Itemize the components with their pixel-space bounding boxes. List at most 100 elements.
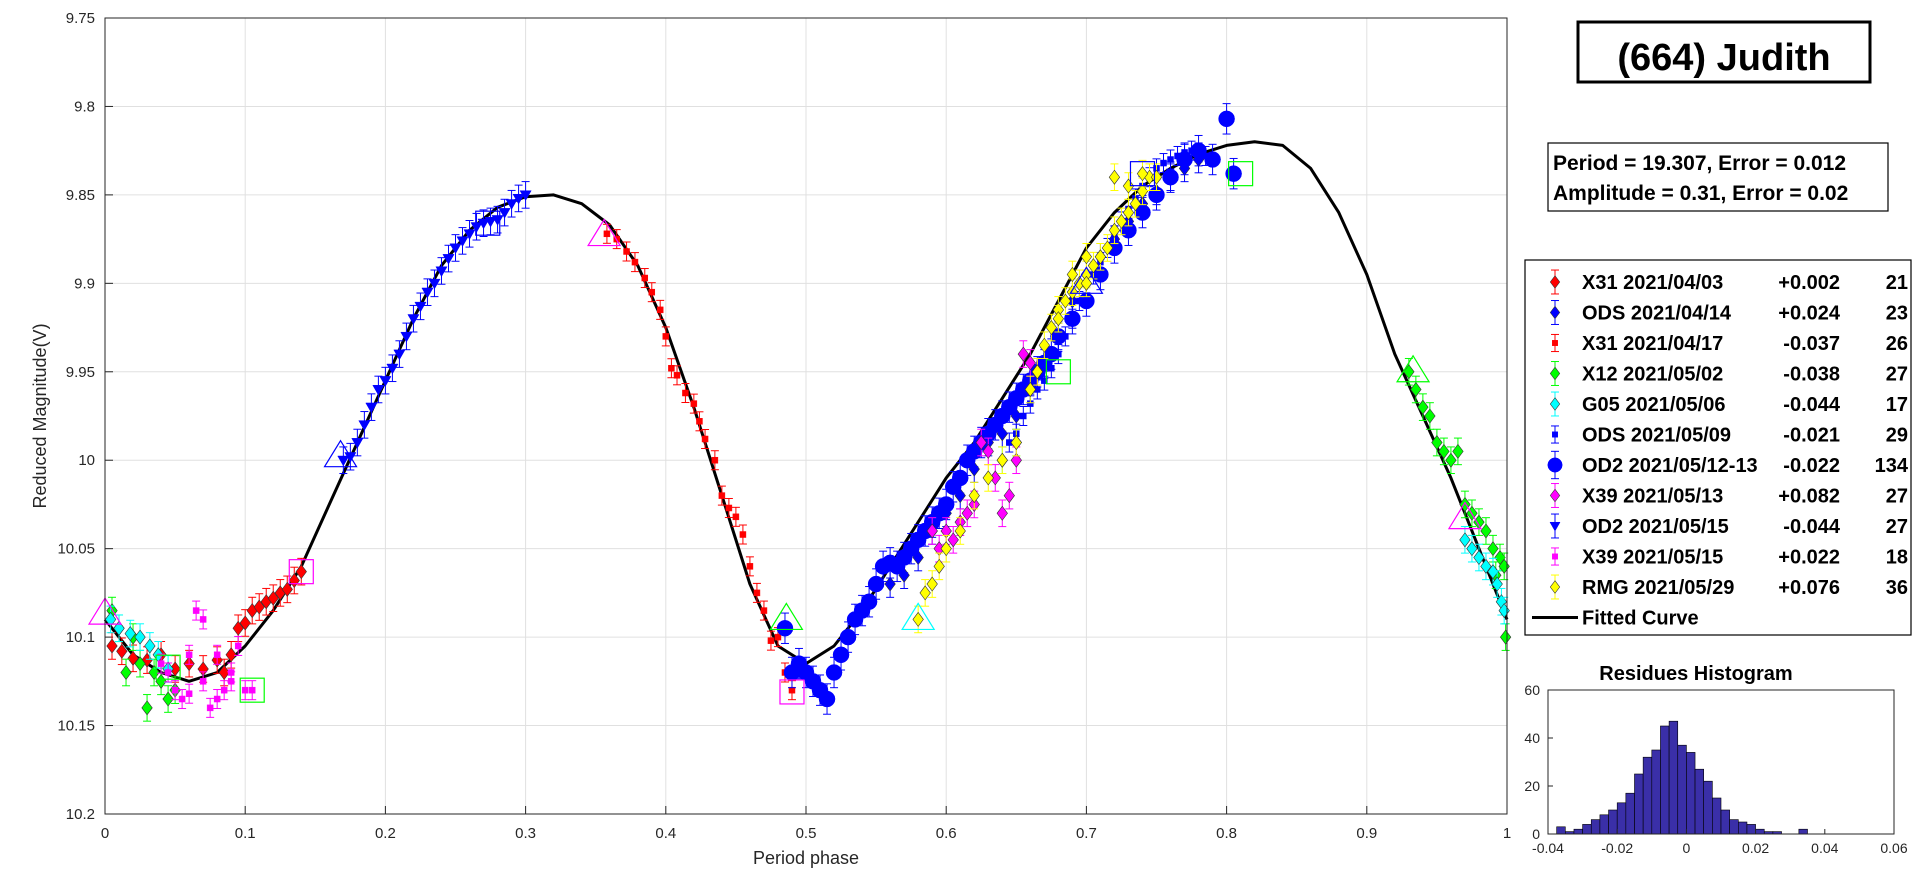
marker-circle <box>937 496 955 513</box>
legend-offset: -0.037 <box>1783 333 1840 355</box>
data-point <box>1052 304 1064 333</box>
marker-square <box>668 364 675 372</box>
y-tick-label: 10.2 <box>66 806 95 823</box>
marker-diamond <box>1066 266 1079 282</box>
data-point <box>1480 517 1492 545</box>
marker-circle <box>867 575 885 593</box>
marker-square <box>206 704 214 712</box>
data-point <box>162 685 174 713</box>
marker-square <box>178 695 186 703</box>
marker-diamond <box>1080 249 1093 265</box>
data-point <box>738 524 747 545</box>
data-point <box>1417 393 1429 421</box>
reference-triangle <box>901 602 936 631</box>
histogram-bar <box>1703 780 1713 835</box>
legend-offset: -0.021 <box>1783 425 1840 447</box>
marker-circle <box>1176 151 1193 168</box>
legend-count: 26 <box>1886 333 1908 355</box>
marker-square <box>171 686 179 694</box>
marker-diamond <box>1549 488 1561 503</box>
legend-item: X31 2021/04/17 -0.037 26 <box>1551 333 1908 355</box>
y-axis-label: Reduced Magnitude(V) <box>30 323 50 508</box>
x-tick-label: 0.6 <box>936 825 957 842</box>
histogram-x-tick-label: -0.04 <box>1532 840 1564 856</box>
data-point <box>867 568 885 600</box>
data-point <box>695 411 704 432</box>
legend-marker <box>1547 450 1563 480</box>
legend-count: 23 <box>1886 303 1908 325</box>
marker-diamond <box>1045 320 1057 336</box>
data-point <box>1480 552 1492 581</box>
marker-triangle-down <box>463 229 476 240</box>
data-point <box>1431 428 1443 457</box>
marker-square <box>760 607 768 614</box>
legend-marker <box>1549 391 1561 417</box>
marker-diamond <box>1410 381 1422 397</box>
data-point <box>1045 313 1057 342</box>
marker-circle <box>1547 457 1563 473</box>
marker-diamond <box>996 505 1008 521</box>
histogram-y-ticks: 0 20 40 60 <box>1524 682 1553 842</box>
data-point <box>667 358 676 379</box>
data-point <box>673 365 682 386</box>
marker-square <box>213 651 221 659</box>
data-point <box>393 340 406 368</box>
data-point <box>1017 340 1029 368</box>
data-point <box>519 181 532 209</box>
marker-triangle-down <box>393 349 406 361</box>
data-point <box>839 621 857 653</box>
data-point <box>1445 446 1457 475</box>
x-tick-label: 0.4 <box>655 825 676 842</box>
histogram-bar <box>1729 819 1739 835</box>
histogram-bar <box>1686 752 1696 835</box>
data-point <box>724 497 733 518</box>
marker-diamond <box>926 576 938 592</box>
data-point <box>1101 234 1114 262</box>
data-point <box>1466 534 1478 563</box>
data-point <box>477 209 490 237</box>
marker-diamond <box>141 700 153 716</box>
legend-offset: +0.076 <box>1778 577 1840 599</box>
marker-square <box>718 492 726 499</box>
histogram-bar <box>1746 824 1756 835</box>
histogram-bar <box>1599 814 1609 835</box>
data-point <box>148 658 160 687</box>
marker-diamond <box>982 443 994 459</box>
data-point <box>1162 161 1179 193</box>
data-point <box>407 304 420 333</box>
data-point <box>1059 287 1071 315</box>
legend-label: X39 2021/05/15 <box>1582 547 1723 569</box>
data-point <box>919 579 931 607</box>
histogram-y-tick-label: 20 <box>1524 778 1540 794</box>
data-point <box>1122 172 1135 200</box>
period-info-box: Period = 19.307, Error = 0.012 Amplitude… <box>1547 142 1889 212</box>
histogram-bar <box>1590 819 1601 835</box>
marker-diamond <box>1066 284 1079 300</box>
data-point <box>1159 153 1168 174</box>
data-point <box>1024 375 1036 404</box>
data-point <box>656 299 665 320</box>
data-point <box>379 366 392 395</box>
data-point <box>470 212 483 241</box>
marker-circle <box>1064 310 1081 327</box>
data-point <box>982 464 994 492</box>
data-point <box>933 552 945 581</box>
marker-square <box>656 306 664 314</box>
marker-diamond <box>1024 381 1036 397</box>
data-point <box>1459 526 1471 554</box>
data-point <box>274 579 286 607</box>
marker-circle <box>1225 165 1242 182</box>
data-point <box>776 612 794 644</box>
marker-triangle-down <box>379 376 392 387</box>
marker-circle <box>832 646 850 664</box>
data-point <box>975 428 987 457</box>
marker-square <box>641 274 649 282</box>
data-point <box>241 680 250 701</box>
legend-label: ODS 2021/05/09 <box>1582 425 1731 447</box>
data-point <box>253 593 265 621</box>
marker-triangle-down <box>414 301 427 313</box>
histogram-bar <box>1642 756 1653 835</box>
marker-diamond <box>1108 222 1121 238</box>
histogram-bar <box>1720 809 1730 835</box>
